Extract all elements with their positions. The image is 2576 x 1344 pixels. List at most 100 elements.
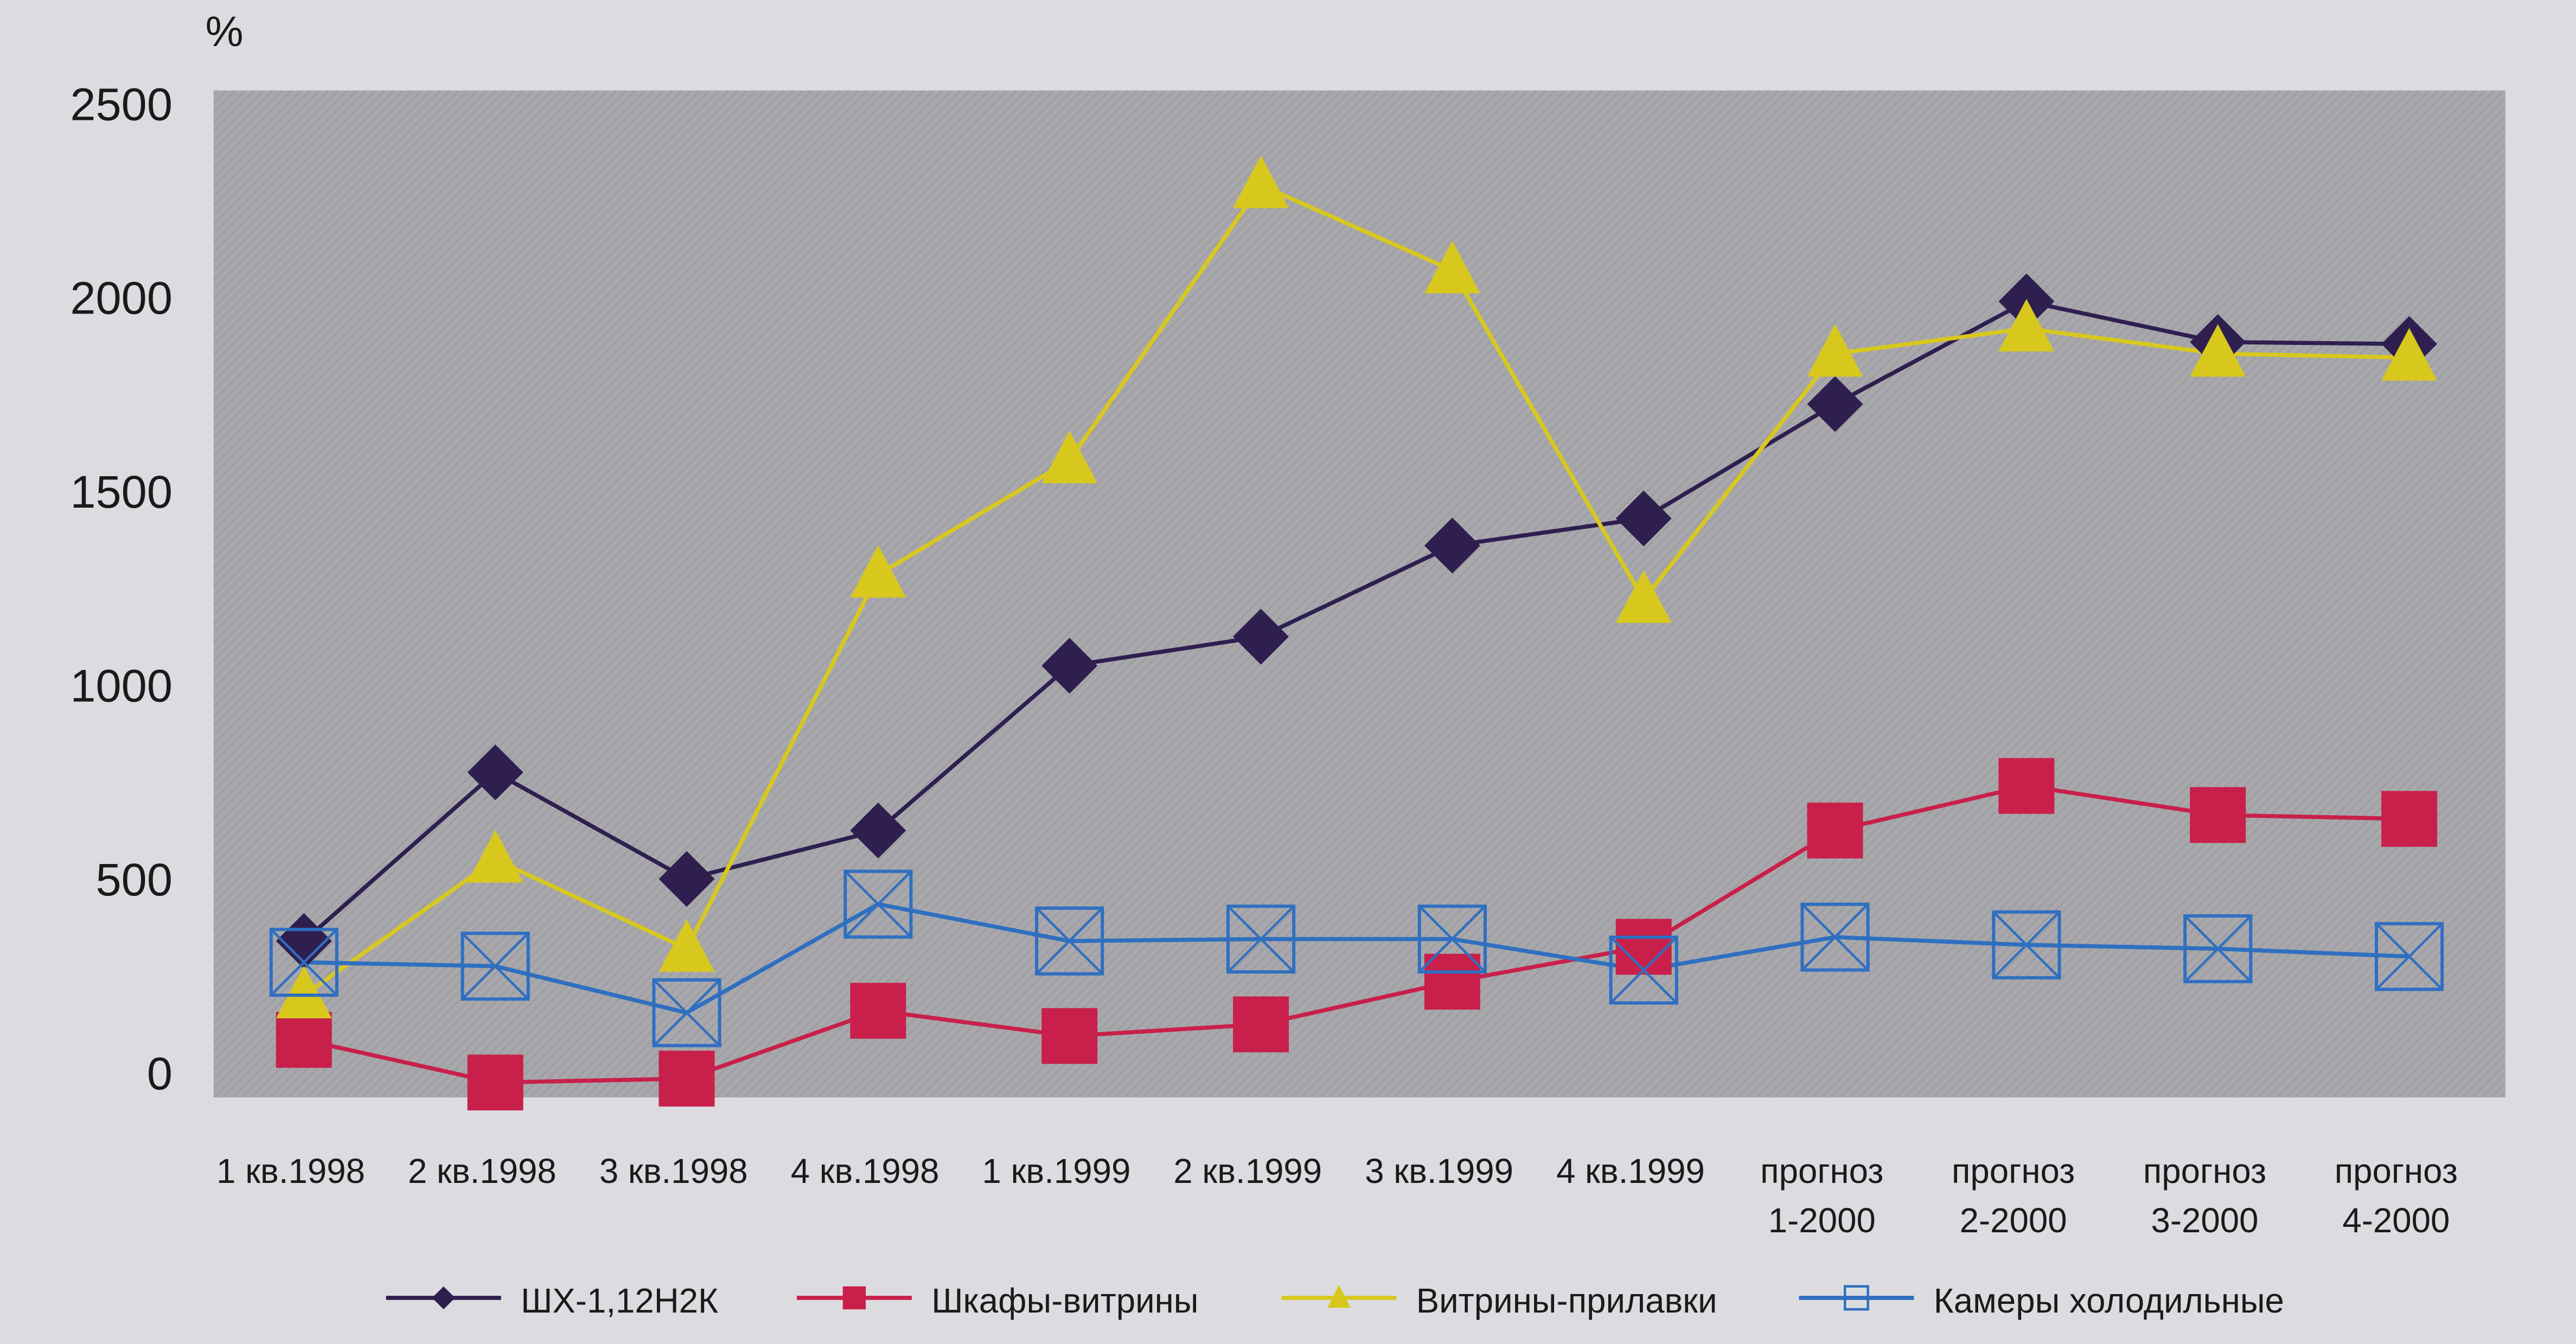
marker-cross [844,870,912,938]
data-point-diamond [1041,638,1098,694]
legend-label: ШХ-1,12Н2К [521,1282,718,1320]
data-point-square-x [843,869,913,939]
marker-frame [1035,906,1104,976]
x-tick-label: 3 кв.1998 [599,1152,748,1191]
y-axis-label: % [206,8,244,55]
data-point-triangle [2381,328,2438,381]
x-tick-label: 1 кв.1998 [216,1152,365,1191]
marker-frame [1417,904,1487,974]
data-point-square [2381,791,2438,847]
marker-cross [461,932,529,1000]
legend-marker-diamond [432,1286,455,1310]
series-line [302,299,2409,943]
marker-frame [1226,904,1296,974]
y-tick-label: 2000 [70,272,172,324]
marker-frame [1800,903,1870,972]
data-point-square [1615,919,1672,975]
x-tick-label: 2 кв.1999 [1173,1152,1322,1191]
x-tick-label: прогноз [2335,1152,2458,1191]
x-tick-label: 3 кв.1999 [1365,1152,1513,1191]
x-tick-label: 1-2000 [1768,1201,1876,1240]
x-tick-label: прогноз [2143,1152,2266,1191]
data-point-square-x [1800,903,1870,972]
y-tick-label: 2500 [70,78,172,130]
data-point-square [1424,953,1480,1010]
data-point-square-x [1992,910,2061,980]
marker-cross [1227,905,1295,973]
x-tick-label: 2-2000 [1960,1201,2067,1240]
data-point-square [1998,758,2055,814]
x-tick-label: прогноз [1760,1152,1883,1191]
data-point-triangle [1041,431,1098,484]
data-point-diamond [850,802,906,859]
data-point-triangle [2190,324,2246,377]
legend-marker-square [842,1286,866,1310]
x-tick-label: 4 кв.1998 [791,1152,939,1191]
marker-cross [270,929,338,996]
legend-item: Витрины-прилавки [1281,1282,1717,1320]
data-point-triangle [1998,299,2055,352]
marker-cross [1418,905,1486,973]
data-point-square-x [652,978,721,1047]
data-point-square-x [269,927,338,997]
marker-frame [652,978,721,1047]
data-point-diamond [1807,376,1863,432]
marker-frame [461,931,530,1001]
marker-frame [2374,921,2444,991]
data-point-square [1233,996,1289,1053]
legend-label: Камеры холодильные [1934,1282,2284,1320]
marker-cross [2375,923,2443,990]
data-point-triangle [1424,240,1480,293]
data-point-triangle [1233,155,1289,208]
data-point-square-x [2374,921,2444,991]
data-point-square [659,1051,715,1107]
data-point-triangle [659,919,715,972]
data-point-triangle [1807,324,1863,377]
x-tick-label: 2 кв.1998 [408,1152,557,1191]
data-point-square [2190,787,2246,843]
y-tick-label: 1500 [70,466,172,517]
marker-cross [2184,915,2252,983]
data-point-triangle [1615,570,1672,623]
plot-area [213,90,2505,1098]
data-point-square-x [2183,914,2253,983]
marker-frame [1609,935,1678,1005]
marker-cross [1610,936,1678,1004]
marker-cross [1801,903,1869,971]
marker-frame [269,927,338,997]
data-point-diamond [1424,517,1480,574]
series-line [303,182,2409,997]
data-point-diamond [276,913,332,969]
series-line [303,784,2409,1085]
marker-cross [1035,907,1103,975]
legend-marker-triangle [1327,1284,1351,1308]
y-tick-label: 1000 [70,660,172,712]
data-point-triangle [276,965,332,1019]
marker-cross [653,979,721,1047]
data-point-square [850,983,906,1039]
marker-frame [1992,910,2061,980]
y-tick-label: 0 [147,1047,172,1099]
legend-item: Шкафы-витрины [796,1282,1199,1320]
x-tick-label: 3-2000 [2151,1201,2258,1240]
x-tick-label: 1 кв.1999 [982,1152,1131,1191]
x-tick-label: прогноз [1952,1152,2075,1191]
marker-cross [1992,911,2061,979]
data-point-square-x [1226,904,1296,974]
marker-frame [2183,914,2253,983]
y-tick-label: 500 [96,854,172,905]
data-point-square-x [1417,904,1487,974]
data-point-square [276,1012,332,1068]
legend-item: Камеры холодильные [1799,1282,2284,1320]
data-point-square [1807,802,1863,859]
data-point-square-x [1609,935,1678,1005]
x-tick-label: 4-2000 [2342,1201,2450,1240]
data-point-square-x [461,931,530,1001]
data-point-square [467,1054,523,1111]
legend-label: Шкафы-витрины [931,1282,1198,1320]
data-point-diamond [467,744,523,801]
legend-item: ШХ-1,12Н2К [386,1282,718,1320]
data-point-triangle [850,545,906,598]
data-point-triangle [467,830,523,883]
